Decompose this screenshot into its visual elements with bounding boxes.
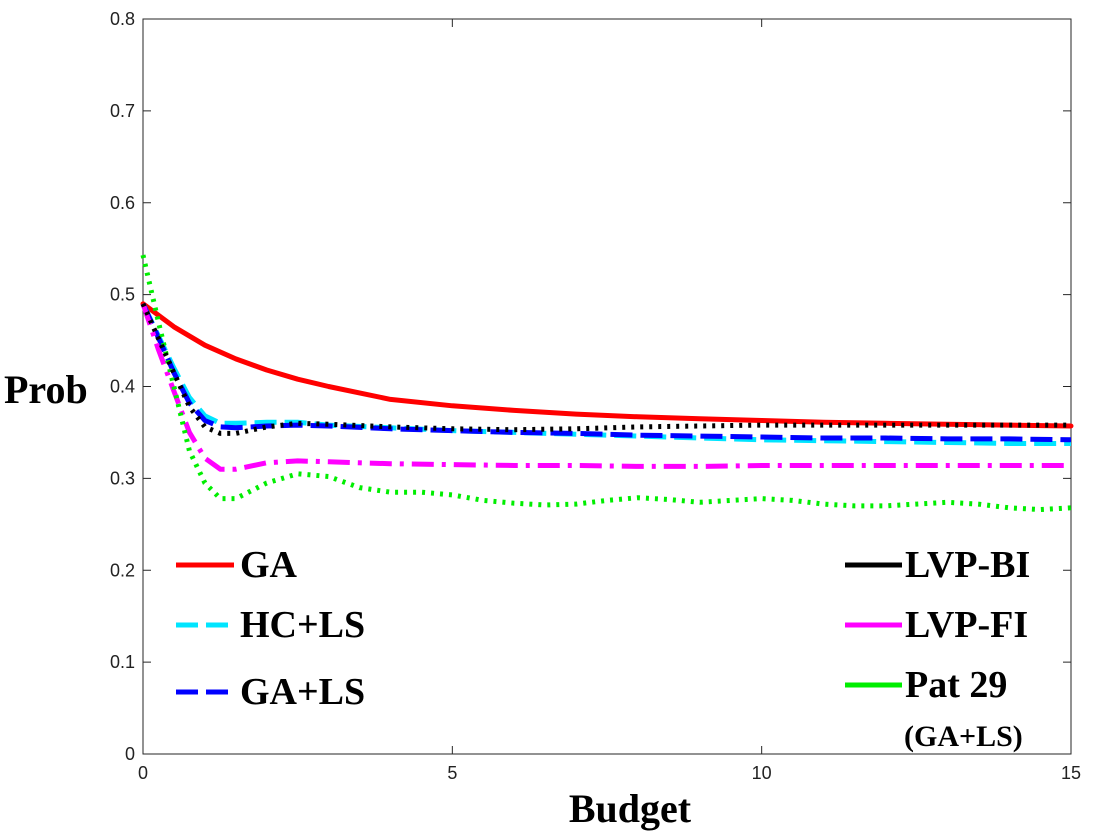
y-tick-label: 0.3 xyxy=(110,468,135,488)
x-tick-label: 10 xyxy=(752,763,772,783)
y-tick-label: 0.1 xyxy=(110,652,135,672)
plot-area xyxy=(142,18,1072,755)
x-axis-label: Budget xyxy=(569,786,692,831)
legend-label-lvp-bi: LVP-BI xyxy=(905,544,1030,586)
x-tick-label: 15 xyxy=(1061,763,1081,783)
y-tick-label: 0.2 xyxy=(110,560,135,580)
legend-right: LVP-BI LVP-FI Pat 29 (GA+LS) xyxy=(845,544,1030,753)
y-tick-label: 0.8 xyxy=(110,9,135,29)
legend-label-ga-ls: GA+LS xyxy=(240,671,365,713)
y-tick-label: 0.4 xyxy=(110,377,135,397)
legend-label-pat29-sub: (GA+LS) xyxy=(904,720,1023,753)
series-lines xyxy=(140,254,1074,513)
y-tick-label: 0.7 xyxy=(110,101,135,121)
series-line-lvp-fi xyxy=(140,303,1071,472)
x-tick-label: 5 xyxy=(447,763,457,783)
legend-left: GA HC+LS GA+LS xyxy=(176,544,365,713)
legend-label-lvp-fi: LVP-FI xyxy=(905,604,1028,646)
legend-label-ga: GA xyxy=(240,544,298,586)
series-line-ga-ls xyxy=(140,302,1072,443)
legend-label-pat29: Pat 29 xyxy=(905,664,1007,706)
y-axis-label: Prob xyxy=(4,367,88,412)
legend-label-hc-ls: HC+LS xyxy=(240,604,365,646)
y-tick-label: 0 xyxy=(125,744,135,764)
x-tick-label: 0 xyxy=(138,763,148,783)
y-tick-label: 0.5 xyxy=(110,285,135,305)
axis-ticks: 0 0.1 0.2 0.3 0.4 0.5 0.6 0.7 0.8 0 5 10 15 xyxy=(110,9,1081,783)
y-tick-label: 0.6 xyxy=(110,193,135,213)
